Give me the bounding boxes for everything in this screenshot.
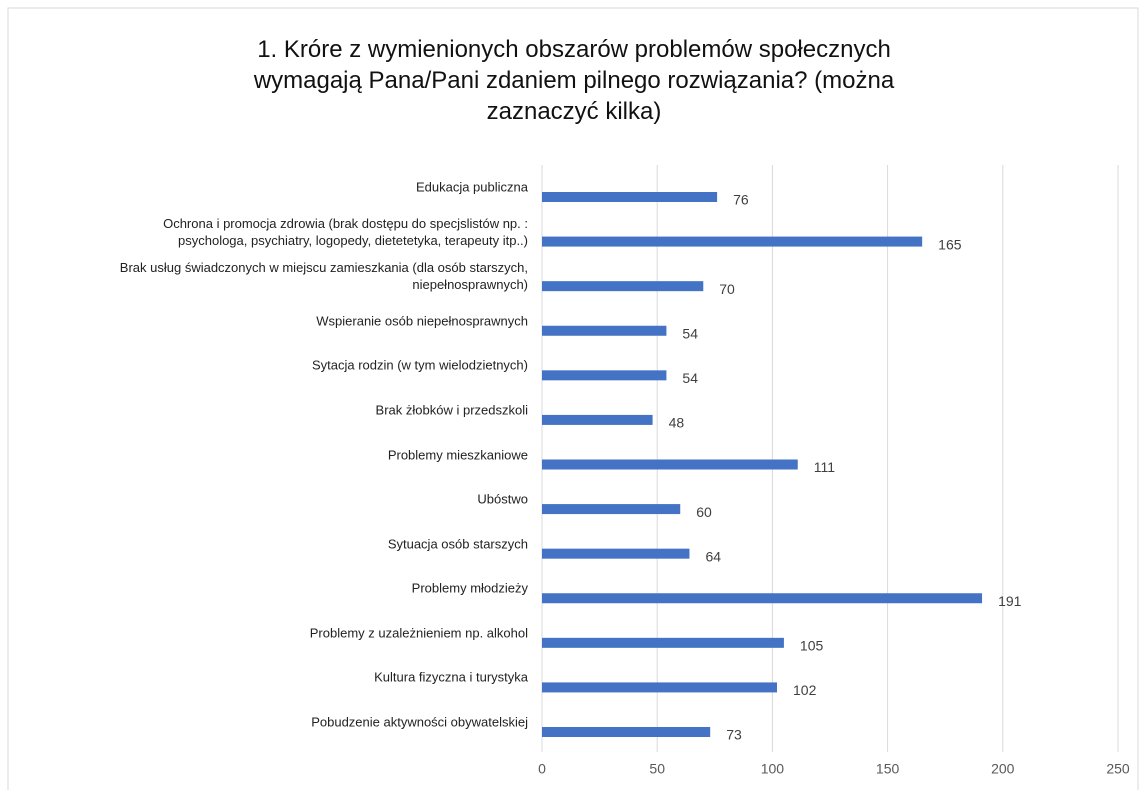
chart-title: 1. Króre z wymienionych obszarów problem… xyxy=(253,36,895,125)
bar xyxy=(542,370,667,381)
x-tick-label: 250 xyxy=(1106,761,1130,777)
category-label: Edukacja publiczna xyxy=(415,179,528,195)
data-label: 54 xyxy=(682,370,698,386)
data-label: 191 xyxy=(998,593,1022,609)
data-label: 54 xyxy=(682,325,698,341)
category-label: Wspieranie osób niepełnosprawnych xyxy=(316,313,528,329)
bar xyxy=(542,459,798,470)
x-tick-label: 100 xyxy=(761,761,785,777)
category-label: Problemy młodzieży xyxy=(411,580,528,596)
data-label: 111 xyxy=(814,459,835,475)
x-tick-label: 150 xyxy=(876,761,900,777)
bar xyxy=(542,593,983,604)
data-label: 73 xyxy=(726,727,742,743)
category-label: Brak żłobków i przedszkoli xyxy=(375,402,528,418)
category-label: Ubóstwo xyxy=(477,491,528,507)
x-tick-label: 200 xyxy=(991,761,1015,777)
bar xyxy=(542,548,690,559)
category-label: Sytuacja osób starszych xyxy=(387,536,528,552)
category-label: Kultura fizyczna i turystyka xyxy=(374,669,528,685)
x-tick-label: 50 xyxy=(649,761,665,777)
bar xyxy=(542,325,667,336)
data-label: 105 xyxy=(800,638,824,654)
data-label: 76 xyxy=(733,192,749,208)
data-label: 165 xyxy=(938,236,962,252)
data-label: 64 xyxy=(705,548,721,564)
category-label: Sytacja rodzin (w tym wielodzietnych) xyxy=(311,357,528,373)
bar xyxy=(542,504,681,515)
bar xyxy=(542,236,923,247)
bar xyxy=(542,281,704,292)
category-label: Ochrona i promocja zdrowia (brak dostępu… xyxy=(163,215,528,248)
bar xyxy=(542,727,711,737)
category-label: Pobudzenie aktywności obywatelskiej xyxy=(311,714,528,730)
category-label: Brak usług świadczonych w miejscu zamies… xyxy=(119,260,528,293)
data-label: 48 xyxy=(669,415,685,431)
bar xyxy=(542,414,653,425)
chart-border xyxy=(7,7,1139,790)
bar xyxy=(542,637,784,648)
x-tick-label: 0 xyxy=(538,761,546,777)
data-label: 70 xyxy=(719,281,735,297)
category-label: Problemy mieszkaniowe xyxy=(387,447,528,462)
data-label: 60 xyxy=(696,504,712,520)
bar xyxy=(542,682,778,693)
data-label: 102 xyxy=(793,682,817,698)
category-label: Problemy z uzależnieniem np. alkohol xyxy=(309,625,528,641)
bar xyxy=(542,192,718,202)
